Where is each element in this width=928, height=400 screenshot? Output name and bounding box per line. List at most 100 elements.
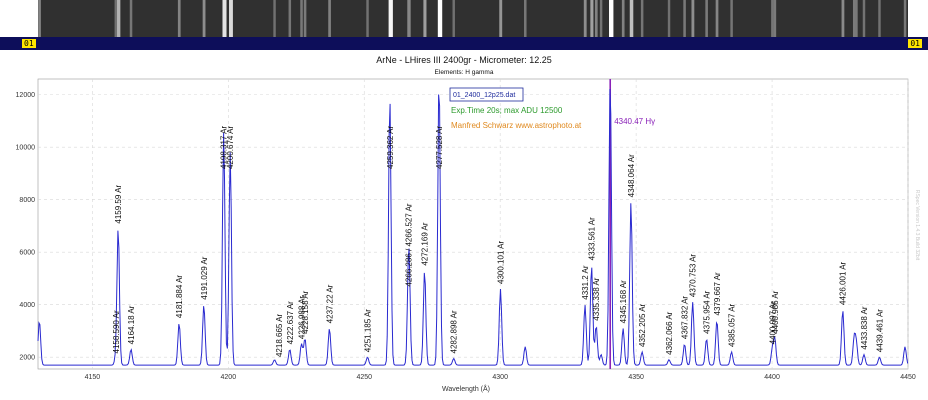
- peak-labels: 4158.590 Ar 4159.59 Ar 4164.18 Ar 4181.884 …: [112, 126, 885, 357]
- strip-emission-line: [705, 0, 708, 37]
- strip-emission-line: [862, 0, 866, 37]
- peak-label: 4352.205 Ar: [638, 303, 647, 346]
- strip-emission-line: [878, 0, 881, 37]
- strip-emission-line: [202, 0, 206, 37]
- strip-emission-line: [640, 0, 644, 37]
- peak-label: 4439.461 Ar: [875, 309, 884, 352]
- strip-emission-line: [629, 0, 634, 37]
- chart-title: ArNe - LHires III 2400gr - Micrometer: 1…: [376, 55, 552, 65]
- peak-label: 4228.158 Ar: [301, 290, 310, 333]
- x-tick-label: 4250: [356, 374, 372, 381]
- strip-emission-line: [621, 0, 625, 37]
- peak-label: 4333.561 Ar: [588, 217, 597, 260]
- x-tick-label: 4400: [764, 374, 780, 381]
- peak-label: 4218.665 Ar: [275, 314, 284, 357]
- strip-emission-line: [366, 0, 369, 37]
- peak-label: 4272.169 Ar: [421, 222, 430, 265]
- x-axis-label: Wavelength (Å): [442, 384, 490, 393]
- h-gamma-label: 4340.47 Hγ: [614, 117, 655, 126]
- strip-emission-line: [114, 0, 118, 37]
- strip-emission-line: [229, 0, 233, 37]
- marker-left-tag[interactable]: 01: [22, 39, 36, 48]
- peak-label: 4367.832 Ar: [681, 296, 690, 339]
- peak-label: 4164.18 Ar: [127, 305, 136, 344]
- spectrum-series-line: [37, 88, 909, 366]
- chart-subtitle: Elements: H gamma: [435, 69, 494, 76]
- peak-label: 4433.838 Ar: [860, 306, 869, 349]
- strip-emission-line: [691, 0, 695, 37]
- x-tick-label: 4200: [221, 374, 237, 381]
- strip-emission-line: [407, 0, 411, 37]
- peak-label: 4362.066 Ar: [665, 311, 674, 354]
- strip-emission-line: [288, 0, 292, 37]
- peak-label: 4375.954 Ar: [703, 290, 712, 333]
- strip-emission-line: [715, 0, 719, 37]
- peak-label: 4237.22 Ar: [325, 284, 334, 323]
- peak-label: 4348.064 Ar: [627, 154, 636, 197]
- strip-emission-line: [524, 0, 527, 37]
- strip-emission-line: [594, 0, 598, 37]
- peak-label: 4222.637 Ar: [286, 301, 295, 344]
- legend-file-box: [449, 87, 524, 102]
- strip-emission-line: [328, 0, 331, 37]
- legend-author: Manfred Schwarz www.astrophoto.at: [451, 121, 582, 130]
- strip-emission-line: [590, 0, 594, 37]
- peak-label: 4251.185 Ar: [364, 309, 373, 352]
- peak-label: 4370.753 Ar: [689, 254, 698, 297]
- peak-label: 4277.528 Ar: [435, 126, 444, 169]
- peak-label: 4159.59 Ar: [114, 185, 123, 224]
- peak-label: 4200.674 Ar: [226, 126, 235, 169]
- strip-emission-line: [771, 0, 774, 37]
- y-tick-label: 12000: [16, 92, 36, 99]
- strip-emission-line: [609, 0, 614, 37]
- marker-right-tag[interactable]: 01: [908, 39, 922, 48]
- plot-area: [37, 78, 909, 370]
- strip-emission-line: [730, 0, 733, 37]
- peak-label: 4335.338 Ar: [592, 277, 601, 320]
- strip-emission-line: [903, 0, 907, 37]
- peak-label: 4158.590 Ar: [112, 310, 121, 353]
- peak-label: 4191.029 Ar: [200, 256, 209, 299]
- legend: 01_2400_12p25.dat Exp.Time 20s; max ADU …: [449, 87, 582, 130]
- strip-emission-line: [437, 0, 443, 37]
- strip-emission-line: [852, 0, 856, 37]
- legend-file-name: 01_2400_12p25.dat: [453, 92, 515, 99]
- peak-label: 4266.286 / 4266.527 Ar: [405, 203, 414, 287]
- strip-emission-line: [423, 0, 427, 37]
- x-tick-label: 4350: [628, 374, 644, 381]
- x-tick-label: 4300: [492, 374, 508, 381]
- strip-emission-line: [855, 0, 858, 37]
- peak-label: 4198.317 Ar: [220, 126, 229, 169]
- peak-label: 4181.884 Ar: [175, 275, 184, 318]
- strip-emission-line: [683, 0, 686, 37]
- peak-label: 4282.898 Ar: [450, 310, 459, 353]
- peak-label: 4331.2 Ar: [581, 265, 590, 300]
- peak-label: 4226.988 Ar: [297, 296, 306, 339]
- peak-label: 4259.362 Ar: [386, 126, 395, 169]
- strip-emission-line: [177, 0, 181, 37]
- peak-label: 4379.667 Ar: [713, 272, 722, 315]
- y-tick-label: 10000: [16, 145, 36, 152]
- y-tick-label: 2000: [19, 355, 35, 362]
- calibration-marker-bar: 01 01: [0, 37, 928, 50]
- peak-label: 4385.057 Ar: [728, 303, 737, 346]
- strip-emission-line: [667, 0, 671, 37]
- x-tick-label: 4150: [85, 374, 101, 381]
- strip-emission-line: [583, 0, 587, 37]
- axes: 4150 4200 4250 4300 4350 4400 4450 2000 4000 6000…: [16, 92, 916, 381]
- peak-label: 4400.986 Ar: [771, 290, 780, 333]
- grid: [38, 79, 909, 369]
- y-tick-label: 6000: [19, 250, 35, 257]
- y-tick-label: 4000: [19, 302, 35, 309]
- spectrum-strip-image: [38, 0, 908, 37]
- strip-emission-line: [273, 0, 276, 37]
- strip-emission-line: [222, 0, 227, 37]
- x-tick-label: 4450: [900, 374, 916, 381]
- strip-emission-line: [841, 0, 845, 37]
- strip-emission-line: [300, 0, 303, 37]
- strip-emission-line: [599, 0, 603, 37]
- strip-emission-line: [452, 0, 455, 37]
- strip-emission-line: [38, 0, 41, 37]
- strip-emission-line: [773, 0, 777, 37]
